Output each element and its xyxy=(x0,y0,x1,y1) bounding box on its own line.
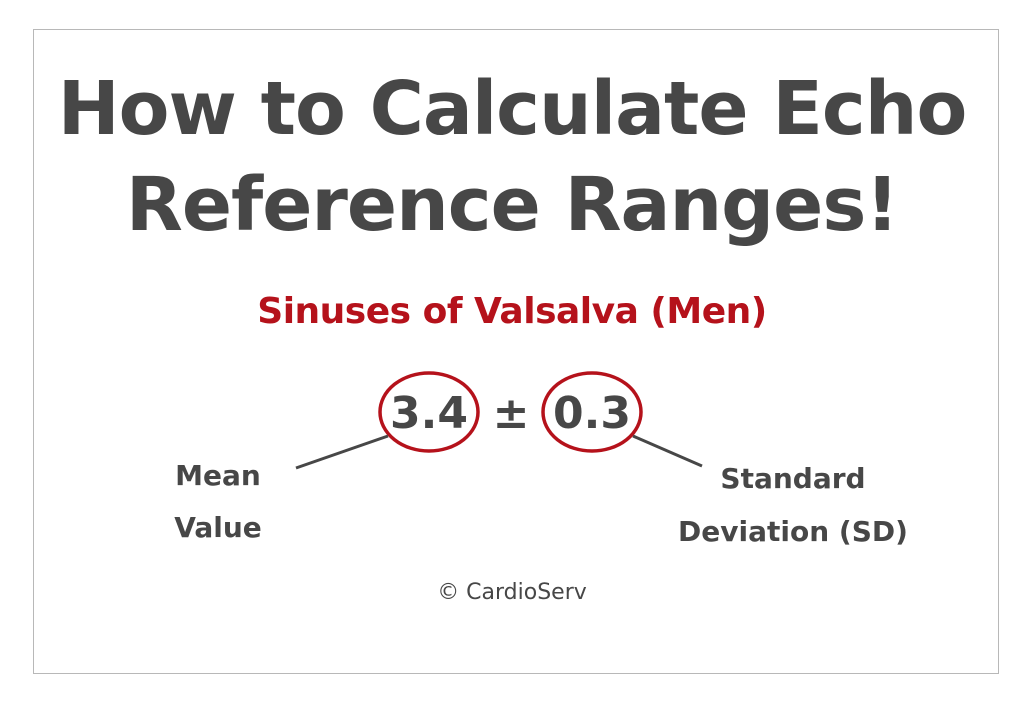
copyright-notice: © CardioServ xyxy=(437,580,587,605)
sd-label-line-2: Deviation (SD) xyxy=(678,515,908,548)
mean-connector-line xyxy=(295,434,389,470)
sd-connector-line xyxy=(632,434,703,468)
mean-label-line-2: Value xyxy=(174,511,262,544)
mean-value: 3.4 xyxy=(390,388,468,439)
sd-circle xyxy=(541,371,643,453)
sd-label-line-1: Standard xyxy=(720,462,865,495)
plus-minus-sign: ± xyxy=(493,388,530,439)
title-line-1: How to Calculate Echo xyxy=(57,66,968,152)
subtitle: Sinuses of Valsalva (Men) xyxy=(257,291,767,332)
sd-value: 0.3 xyxy=(553,388,631,439)
title-line-2: Reference Ranges! xyxy=(125,162,899,248)
mean-circle xyxy=(378,371,480,453)
infographic-card xyxy=(33,29,999,674)
mean-label-line-1: Mean xyxy=(175,459,261,492)
